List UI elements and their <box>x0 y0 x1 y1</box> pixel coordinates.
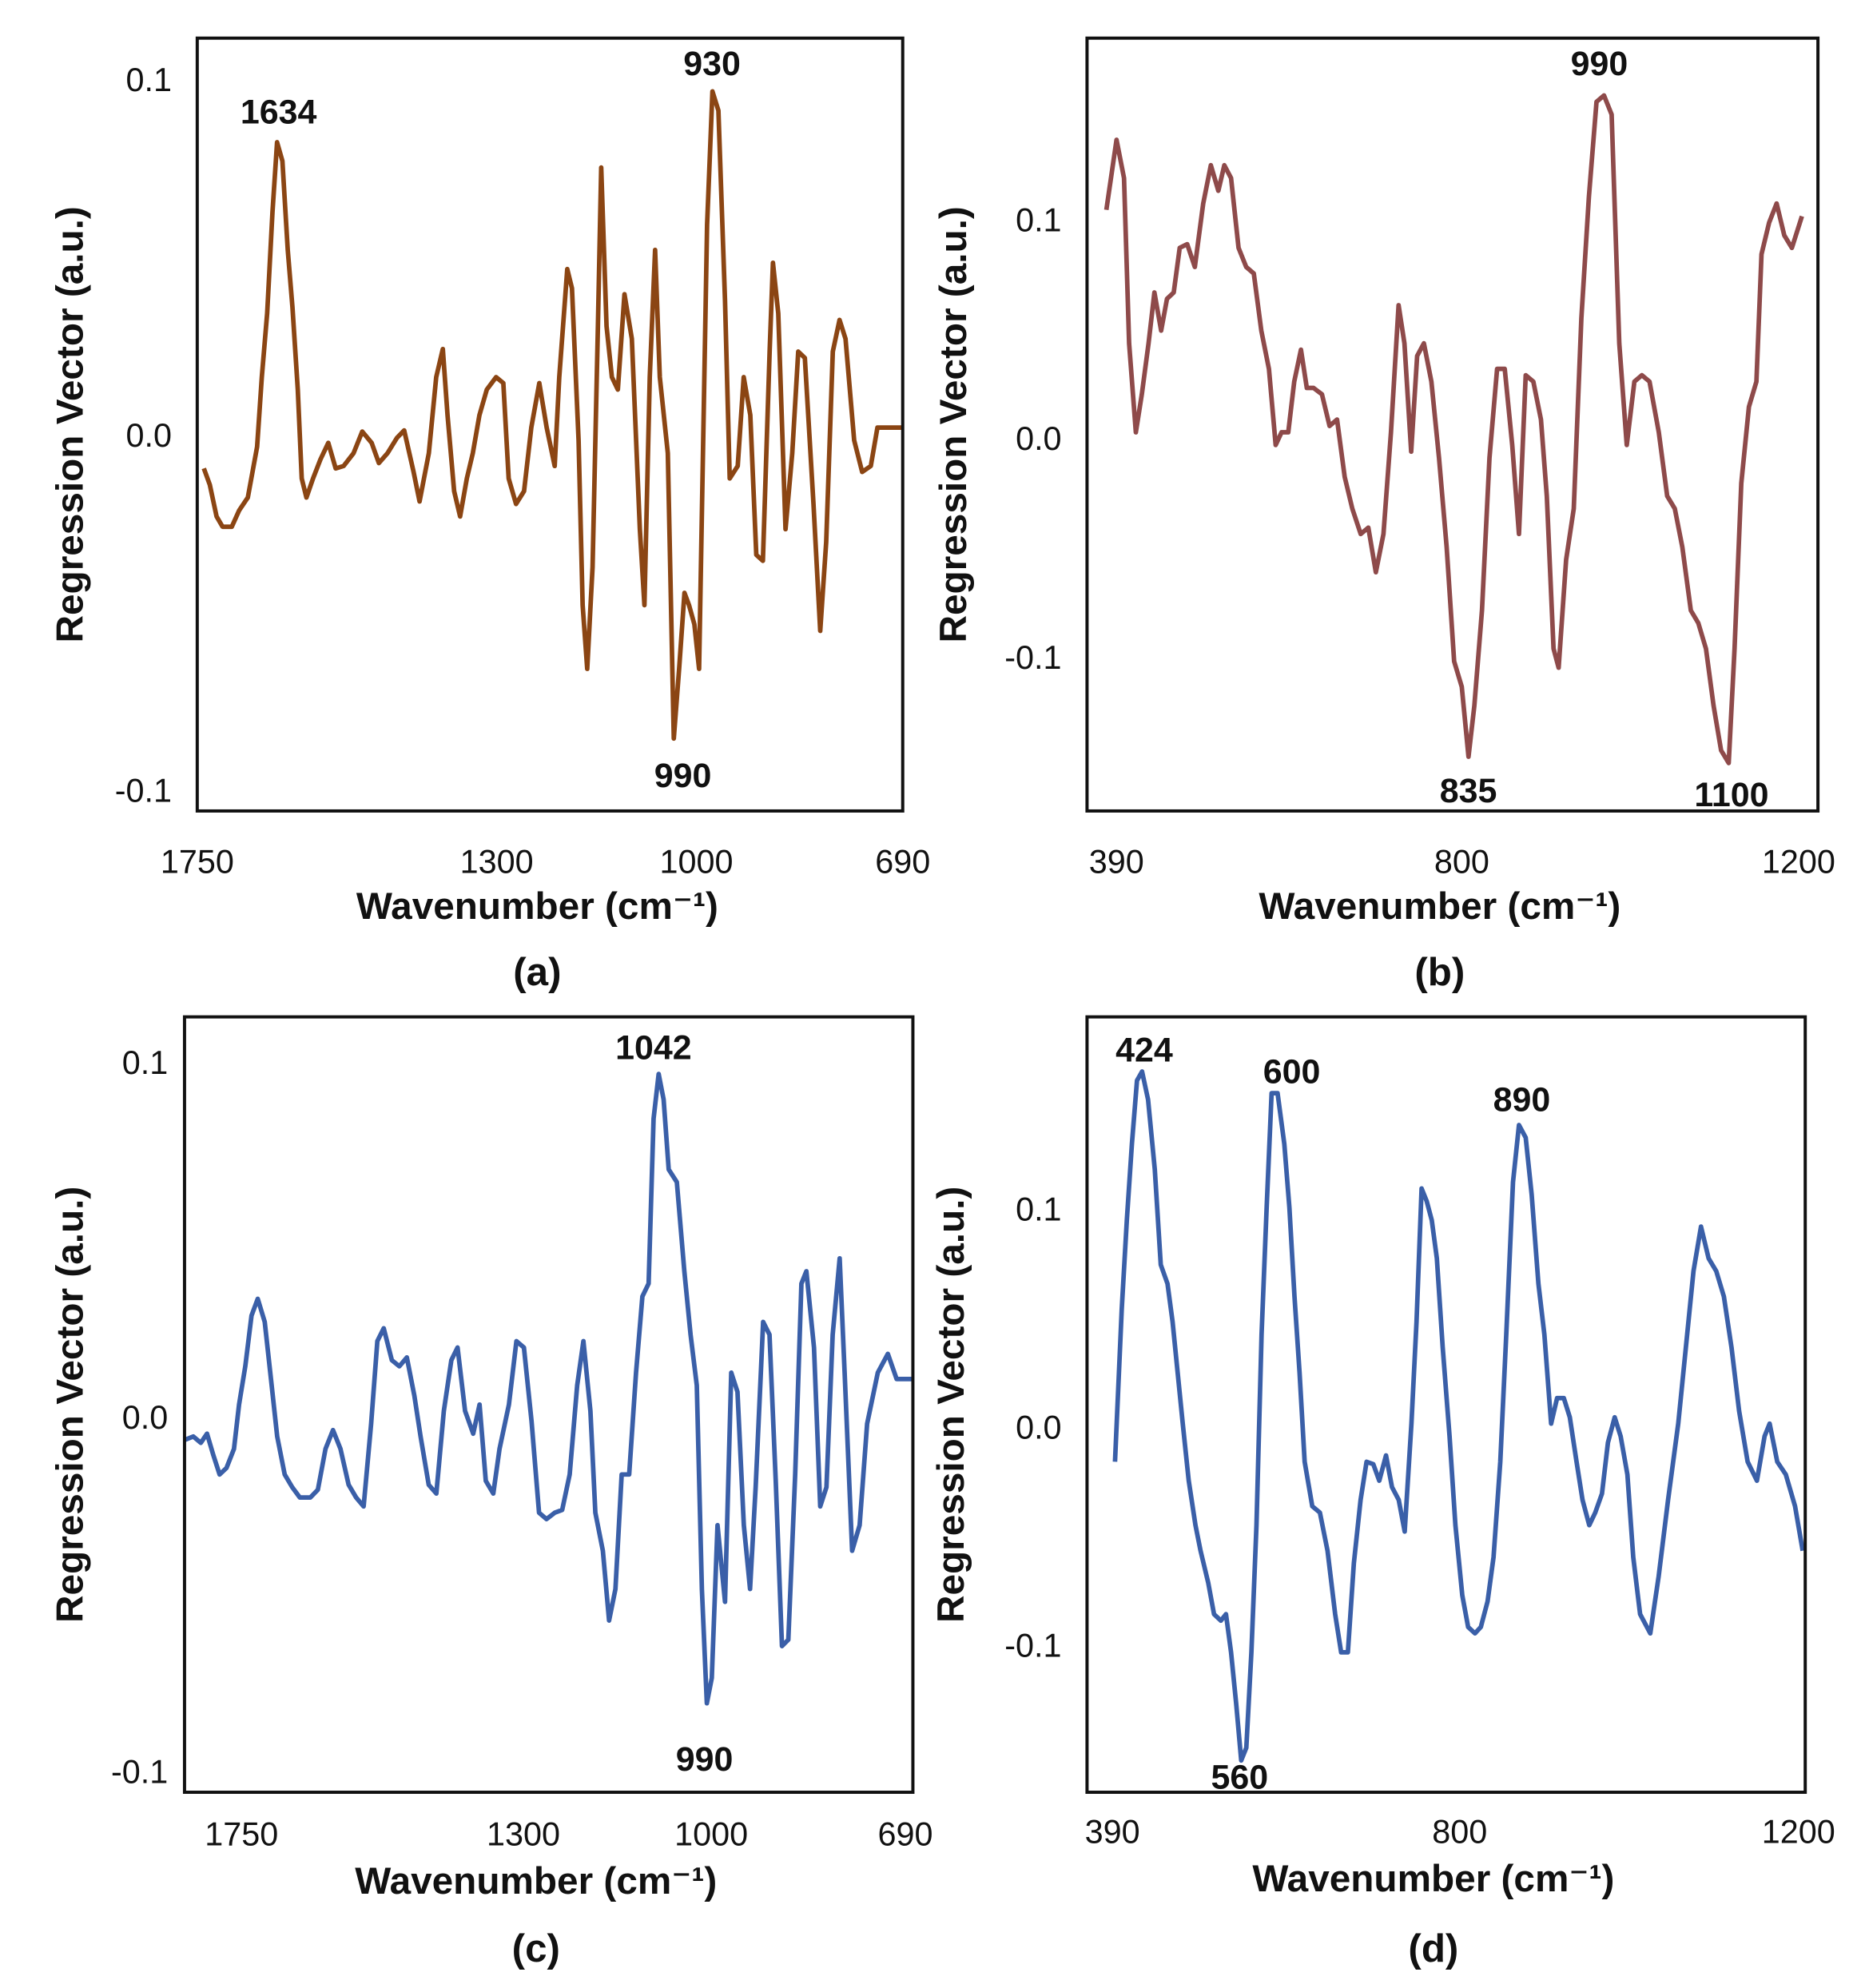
plot-frame <box>1085 1015 1807 1795</box>
peak-annotation: 1100 <box>1694 776 1768 814</box>
plot-area <box>201 89 903 742</box>
y-tick-label: 0.1 <box>1016 201 1062 238</box>
peak-annotation: 930 <box>683 45 741 83</box>
x-tick-label: 1750 <box>205 1816 278 1853</box>
x-tick-label: 690 <box>875 844 930 881</box>
plot-frame <box>1085 36 1820 813</box>
peak-annotation: 890 <box>1493 1081 1551 1119</box>
spectrum-line <box>184 1072 913 1706</box>
peak-annotation: 835 <box>1440 772 1497 810</box>
spectrum-line <box>201 89 903 742</box>
peak-annotation: 560 <box>1211 1758 1268 1796</box>
x-tick-label: 1300 <box>460 844 534 881</box>
x-tick-label: 800 <box>1432 1813 1487 1850</box>
peak-annotation: 990 <box>1571 45 1628 83</box>
panel-label: (d) <box>1408 1926 1458 1970</box>
y-axis-label: Regression Vector (a.u.) <box>50 1187 92 1623</box>
peak-annotation: 424 <box>1115 1032 1173 1070</box>
y-tick-label: -0.1 <box>1004 1627 1061 1664</box>
y-tick-label: 0.1 <box>1016 1191 1062 1228</box>
x-tick-label: 690 <box>878 1816 933 1853</box>
panel-label: (c) <box>512 1926 560 1970</box>
x-tick-label: 1000 <box>660 844 734 881</box>
y-tick-label: 0.1 <box>126 62 172 98</box>
x-axis-label: Wavenumber (cm⁻¹) <box>356 885 718 928</box>
x-axis-label: Wavenumber (cm⁻¹) <box>355 1860 717 1903</box>
y-tick-label: -0.1 <box>111 1754 168 1791</box>
panel: 0.1 0.0 -0.1 390 800 1200 Wavenumber (cm⁻¹) Reg… <box>933 36 1835 994</box>
y-axis-label: Regression Vector (a.u.) <box>933 206 975 642</box>
y-tick-label: 0.0 <box>1016 1409 1062 1446</box>
x-tick-label: 1750 <box>161 844 234 881</box>
plot-area <box>1112 1069 1805 1763</box>
x-tick-label: 1300 <box>487 1816 560 1853</box>
y-tick-label: 0.0 <box>1016 420 1062 457</box>
peak-annotation: 600 <box>1263 1053 1321 1091</box>
panel: 0.1 0.0 -0.1 390 800 1200 Wavenumber (cm⁻¹) Reg… <box>930 1015 1835 1970</box>
y-tick-label: 0.0 <box>122 1399 168 1436</box>
x-tick-label: 1200 <box>1762 1813 1835 1850</box>
peak-annotation: 1634 <box>241 93 317 132</box>
x-tick-label: 1200 <box>1762 844 1835 881</box>
spectrum-line <box>1112 1069 1805 1763</box>
plot-area <box>184 1072 913 1706</box>
panel-label: (a) <box>513 950 561 994</box>
y-axis-label: Regression Vector (a.u.) <box>50 206 92 642</box>
y-tick-label: -0.1 <box>1004 639 1061 676</box>
x-tick-label: 800 <box>1434 844 1489 881</box>
y-axis-label: Regression Vector (a.u.) <box>930 1187 972 1623</box>
spectrum-line <box>1104 93 1804 765</box>
peak-annotation: 990 <box>654 757 712 795</box>
x-axis-label: Wavenumber (cm⁻¹) <box>1259 885 1620 928</box>
y-tick-label: -0.1 <box>115 773 172 809</box>
peak-annotation: 990 <box>676 1740 734 1779</box>
x-tick-label: 1000 <box>674 1816 748 1853</box>
peak-annotation: 1042 <box>615 1028 692 1067</box>
panel-label: (b) <box>1414 950 1465 994</box>
panel: 0.1 0.0 -0.1 1750 1300 1000 690 Wavenumber (cm⁻… <box>50 1015 933 1970</box>
y-tick-label: 0.0 <box>126 417 172 454</box>
x-tick-label: 390 <box>1085 1813 1140 1850</box>
x-tick-label: 390 <box>1089 844 1144 881</box>
panel: 0.1 0.0 -0.1 1750 1300 1000 690 Wavenumber (cm⁻… <box>50 36 930 994</box>
y-tick-label: 0.1 <box>122 1044 168 1081</box>
plot-frame <box>182 1015 915 1795</box>
plot-area <box>1104 93 1804 765</box>
x-axis-label: Wavenumber (cm⁻¹) <box>1252 1858 1614 1900</box>
plot-frame <box>195 36 905 813</box>
